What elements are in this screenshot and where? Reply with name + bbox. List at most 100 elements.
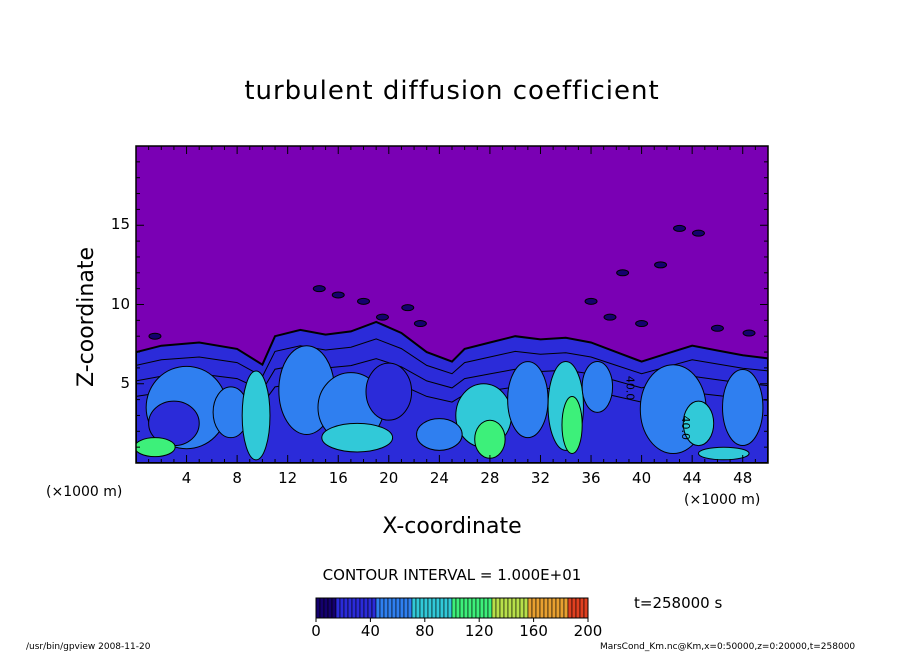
colorbar-cell <box>399 597 405 619</box>
colorbar-cell <box>431 597 437 619</box>
colorbar-cell <box>395 597 401 619</box>
x-tick-label: 32 <box>530 469 551 487</box>
eddy-region <box>241 370 271 461</box>
colorbar-cell <box>327 597 333 619</box>
colorbar-cell <box>455 597 461 619</box>
colorbar-frame <box>315 597 589 619</box>
colorbar-cell <box>323 597 329 619</box>
turbulent-patch <box>691 229 705 237</box>
eddy-region <box>136 437 176 458</box>
x-tick-label: 28 <box>480 469 500 487</box>
x-tick-label: 20 <box>379 469 399 487</box>
x-tick-label: 44 <box>682 469 702 487</box>
colorbar-cell <box>363 597 369 619</box>
colorbar-cell <box>335 597 341 619</box>
colorbar-cell <box>579 597 585 619</box>
y-axis-label: Z-coordinate <box>74 247 99 387</box>
colorbar-cell <box>543 597 549 619</box>
colorbar-cell <box>391 597 397 619</box>
field-layer: 40.0 40.0 <box>136 224 768 463</box>
x-tick-label: 16 <box>328 469 348 487</box>
y-tick-label: 5 <box>120 373 130 392</box>
footer-right: MarsCond_Km.nc@Km,x=0:50000,z=0:20000,t=… <box>600 642 856 652</box>
colorbar-cell <box>503 597 509 619</box>
contour-label: 40.0 <box>679 415 692 440</box>
x-tick-label: 36 <box>581 469 601 487</box>
x-tick-label: 48 <box>733 469 753 487</box>
colorbar-cell <box>435 597 441 619</box>
x-tick-label: 24 <box>429 469 449 487</box>
colorbar-cell <box>507 597 513 619</box>
turbulent-patch <box>312 285 326 293</box>
eddy-region <box>416 418 463 451</box>
eddy-region <box>561 395 583 454</box>
turbulent-patch <box>742 329 756 337</box>
colorbar-cell <box>403 597 409 619</box>
colorbar-cell <box>411 597 417 619</box>
colorbar-cell <box>527 597 533 619</box>
x-unit-left: (×1000 m) <box>46 484 123 500</box>
footer-left: /usr/bin/gpview 2008-11-20 <box>26 642 151 652</box>
eddy-region <box>581 361 614 413</box>
colorbar-cell <box>367 597 373 619</box>
colorbar-cell <box>451 597 457 619</box>
x-tick-label: 4 <box>181 469 192 487</box>
turbulent-patch <box>413 320 427 328</box>
contour-interval: CONTOUR INTERVAL = 1.000E+01 <box>322 566 582 584</box>
colorbar-tick-label: 40 <box>360 622 380 640</box>
chart-title: turbulent diffusion coefficient <box>244 76 660 106</box>
colorbar-cell <box>551 597 557 619</box>
colorbar-cell <box>575 597 581 619</box>
colorbar-cell <box>339 597 345 619</box>
x-axis-label: X-coordinate <box>382 514 522 539</box>
colorbar-cell <box>547 597 553 619</box>
colorbar-cell <box>459 597 465 619</box>
colorbar-cell <box>423 597 429 619</box>
colorbar-cell <box>515 597 521 619</box>
turbulent-patch <box>148 332 162 340</box>
colorbar-cell <box>571 597 577 619</box>
colorbar-cell <box>387 597 393 619</box>
colorbar-cell <box>471 597 477 619</box>
colorbar-cell <box>559 597 565 619</box>
colorbar-cell <box>439 597 445 619</box>
colorbar-cell <box>511 597 517 619</box>
colorbar-cell <box>531 597 537 619</box>
colorbar-tick-label: 0 <box>311 622 321 640</box>
colorbar-cell <box>427 597 433 619</box>
eddy-region <box>474 419 506 459</box>
colorbar-cell <box>375 597 381 619</box>
turbulent-patch <box>654 261 668 269</box>
colorbar-cell <box>475 597 481 619</box>
colorbar-cell <box>555 597 561 619</box>
colorbar-cell <box>415 597 421 619</box>
colorbar-cell <box>379 597 385 619</box>
turbulent-patch <box>357 297 371 305</box>
colorbar-cell <box>483 597 489 619</box>
colorbar-cell <box>495 597 501 619</box>
colorbar-cell <box>351 597 357 619</box>
colorbar-cell <box>535 597 541 619</box>
colorbar-cell <box>355 597 361 619</box>
turbulent-patch <box>401 304 415 312</box>
colorbar-cell <box>467 597 473 619</box>
colorbar-cell <box>359 597 365 619</box>
eddy-region <box>365 362 413 421</box>
contour-label: 40.0 <box>623 376 636 401</box>
colorbar-cell <box>487 597 493 619</box>
colorbar-cell <box>491 597 497 619</box>
y-tick-label: 15 <box>110 215 130 234</box>
colorbar-cell <box>315 597 321 619</box>
colorbar-cell <box>371 597 377 619</box>
turbulent-patch <box>375 313 389 321</box>
turbulent-patch <box>635 320 649 328</box>
colorbar-cell <box>463 597 469 619</box>
turbulent-patch <box>710 324 724 332</box>
x-tick-label: 8 <box>232 469 242 487</box>
turbulent-patch <box>673 224 687 232</box>
colorbar-cell <box>419 597 425 619</box>
eddy-region <box>682 400 715 447</box>
colorbar-cell <box>331 597 337 619</box>
colorbar-cell <box>443 597 449 619</box>
colorbar-cell <box>343 597 349 619</box>
